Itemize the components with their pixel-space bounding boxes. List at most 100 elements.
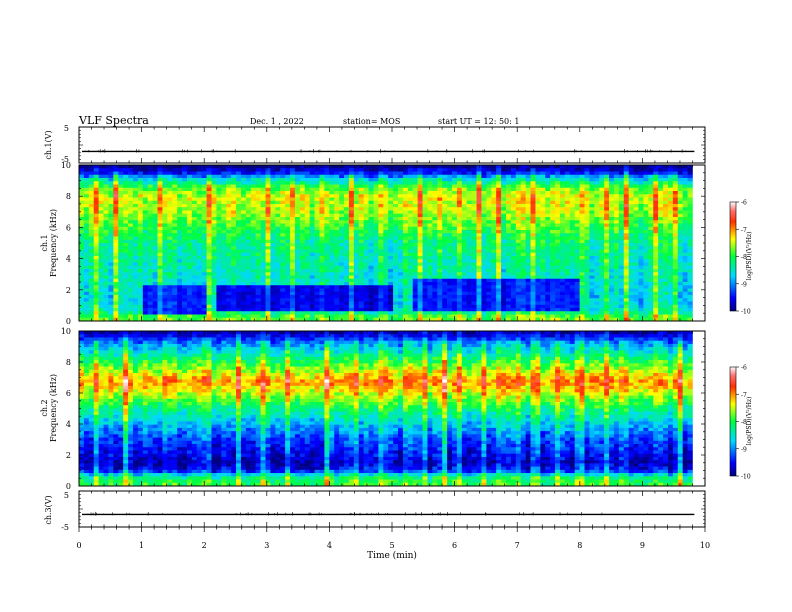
ch1-spectrogram-cell — [348, 220, 355, 224]
ch1-spectrogram-cell — [216, 213, 222, 218]
ch1-spectrogram-cell — [667, 184, 674, 189]
ch1-spectrogram-cell — [157, 223, 163, 228]
ch1-spectrogram-cell — [402, 213, 409, 218]
ch1-spectrogram-cell — [236, 174, 242, 179]
ch1-spectrogram-cell — [132, 233, 139, 237]
ch1-spectrogram-cell — [103, 223, 109, 228]
ch1-spectrogram-cell — [226, 246, 232, 250]
ch1-spectrogram-cell — [108, 259, 114, 263]
ch1-spectrogram-cell — [290, 165, 296, 169]
ch1-spectrogram-cell — [147, 220, 153, 224]
ch1-spectrogram-cell — [520, 282, 526, 286]
ch1-spectrogram-cell — [339, 285, 345, 289]
ch1-spectrogram-cell — [319, 171, 325, 176]
ch1-spectrogram-cell — [682, 220, 688, 224]
ch1-spectrogram-cell — [663, 278, 669, 283]
ch1-spectrogram-cell — [152, 171, 158, 176]
ch1-spectrogram-cell — [147, 194, 153, 198]
ch1-spectrogram-cell — [231, 259, 237, 263]
ch1-spectrogram-cell — [525, 217, 531, 221]
ch1-spectrogram-cell — [275, 278, 281, 283]
ch1-spectrogram-cell — [142, 187, 149, 192]
ch1-spectrogram-cell — [550, 207, 556, 211]
ch1-spectrogram-cell — [638, 265, 644, 270]
ch1-spectrogram-cell — [388, 181, 394, 185]
ch1-spectrogram-cell — [93, 278, 99, 283]
ch1-spectrogram-cell — [172, 210, 178, 215]
date-label: Dec. 1 , 2022 — [250, 117, 304, 126]
ch1-spectrogram-cell — [559, 265, 566, 270]
ch1-spectrogram-cell — [569, 178, 575, 182]
ch1-spectrogram-cell — [427, 278, 433, 283]
ch1-spectrogram-cell — [609, 217, 615, 221]
ch1-spectrogram-cell — [255, 191, 261, 195]
ch1-spectrogram-cell — [118, 285, 124, 289]
ch1-spectrogram-cell — [584, 191, 590, 195]
ch1-spectrogram-cell — [353, 194, 360, 198]
ch1-spectrogram-cell — [530, 239, 536, 244]
ch1-spectrogram-cell — [628, 272, 634, 276]
ch1-spectrogram-cell — [471, 278, 477, 283]
ch1-spectrogram-cell — [304, 259, 310, 263]
ch1-spectrogram-cell — [294, 236, 301, 241]
ch1-spectrogram-cell — [545, 259, 551, 263]
ch1-spectrogram-cell — [613, 194, 620, 198]
ch1-spectrogram-cell — [221, 213, 227, 218]
ch1-spectrogram-cell — [196, 272, 202, 276]
ch1-spectrogram-cell — [559, 223, 566, 228]
ch1-spectrogram-cell — [211, 165, 217, 169]
ch1-spectrogram-cell — [491, 223, 497, 228]
ch1-spectrogram-cell — [417, 256, 423, 260]
ch1-spectrogram-cell — [653, 275, 659, 280]
ch1-spectrogram-cell — [628, 191, 634, 195]
ch1-spectrogram-cell — [265, 269, 271, 273]
ch1-spectrogram-cell — [569, 220, 575, 224]
ch1-spectrogram-cell — [142, 204, 149, 208]
ch1-spectrogram-cell — [290, 184, 296, 189]
ch1-spectrogram-cell — [677, 207, 683, 211]
ch1-spectrogram-cell — [304, 187, 310, 192]
ch1-spectrogram-cell — [456, 217, 463, 221]
ch1-spectrogram-cell — [535, 239, 541, 244]
ch1-spectrogram-cell — [456, 246, 463, 250]
ch1-spectrogram-cell — [206, 233, 212, 237]
ch1-spectrogram-cell — [280, 269, 286, 273]
ch1-spectrogram-cell — [628, 256, 634, 260]
ch1-spectrogram-cell — [466, 259, 472, 263]
ch1-spectrogram-cell — [108, 197, 114, 202]
ch1-spectrogram-cell — [687, 187, 693, 192]
ch1-spectrogram-cell — [172, 200, 178, 205]
ch1-spectrogram-cell — [182, 226, 188, 231]
ch1-spectrogram-cell — [505, 171, 512, 176]
ch1-spectrogram-cell — [294, 249, 301, 254]
ch1-spectrogram-cell — [491, 236, 497, 241]
ch1-spectrogram-cell — [564, 275, 571, 280]
ch1-spectrogram-cell — [83, 269, 90, 273]
ch1-spectrogram-cell — [609, 246, 615, 250]
ch1-spectrogram-cell — [79, 223, 85, 228]
ch1-spectrogram-cell — [294, 230, 301, 234]
ch1-spectrogram-cell — [245, 220, 252, 224]
ch1-spectrogram-cell — [162, 200, 168, 205]
ch1-spectrogram-cell — [594, 243, 600, 247]
ch1-spectrogram-cell — [344, 220, 350, 224]
ch1-spectrogram-cell — [275, 233, 281, 237]
ch1-spectrogram-cell — [83, 288, 90, 293]
ch1-spectrogram-cell — [638, 275, 644, 280]
ch1-spectrogram-cell — [240, 246, 247, 250]
ch1-spectrogram-cell — [182, 285, 188, 289]
ch1-spectrogram-cell — [584, 239, 590, 244]
ch1-spectrogram-cell — [186, 269, 193, 273]
ch1-spectrogram-cell — [378, 243, 384, 247]
ch1-spectrogram-cell — [638, 239, 644, 244]
ch1-spectrogram-cell — [589, 220, 595, 224]
ch1-spectrogram-cell — [393, 249, 399, 254]
ch1-spectrogram-cell — [255, 285, 261, 289]
ch1-spectrogram-cell — [329, 269, 335, 273]
ch1-spectrogram-cell — [682, 233, 688, 237]
ch1-spectrogram-cell — [476, 174, 482, 179]
ch1-spectrogram-cell — [290, 262, 296, 267]
ch1-spectrogram-cell — [599, 233, 605, 237]
ch1-spectrogram-cell — [609, 187, 615, 192]
ch1-spectrogram-cell — [240, 171, 247, 176]
